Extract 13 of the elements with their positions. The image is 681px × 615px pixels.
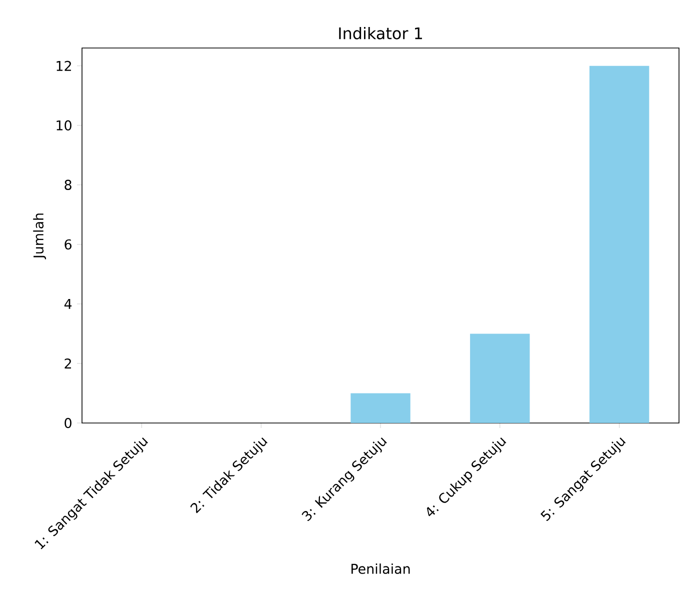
bar <box>589 66 650 423</box>
y-tick-label: 10 <box>56 120 72 130</box>
x-axis-title: Penilaian <box>352 563 410 574</box>
y-tick-label: 6 <box>64 239 72 250</box>
bar <box>350 393 410 423</box>
y-tick-label: 2 <box>64 358 71 368</box>
chart-title: Indikator 1 <box>339 26 422 40</box>
bar <box>470 334 530 423</box>
y-axis-title: Jumlah <box>33 214 46 260</box>
y-tick-label: 8 <box>64 180 72 190</box>
y-tick-label: 12 <box>56 60 71 71</box>
y-tick-label: 4 <box>64 299 72 309</box>
y-tick-label: 0 <box>64 418 72 428</box>
